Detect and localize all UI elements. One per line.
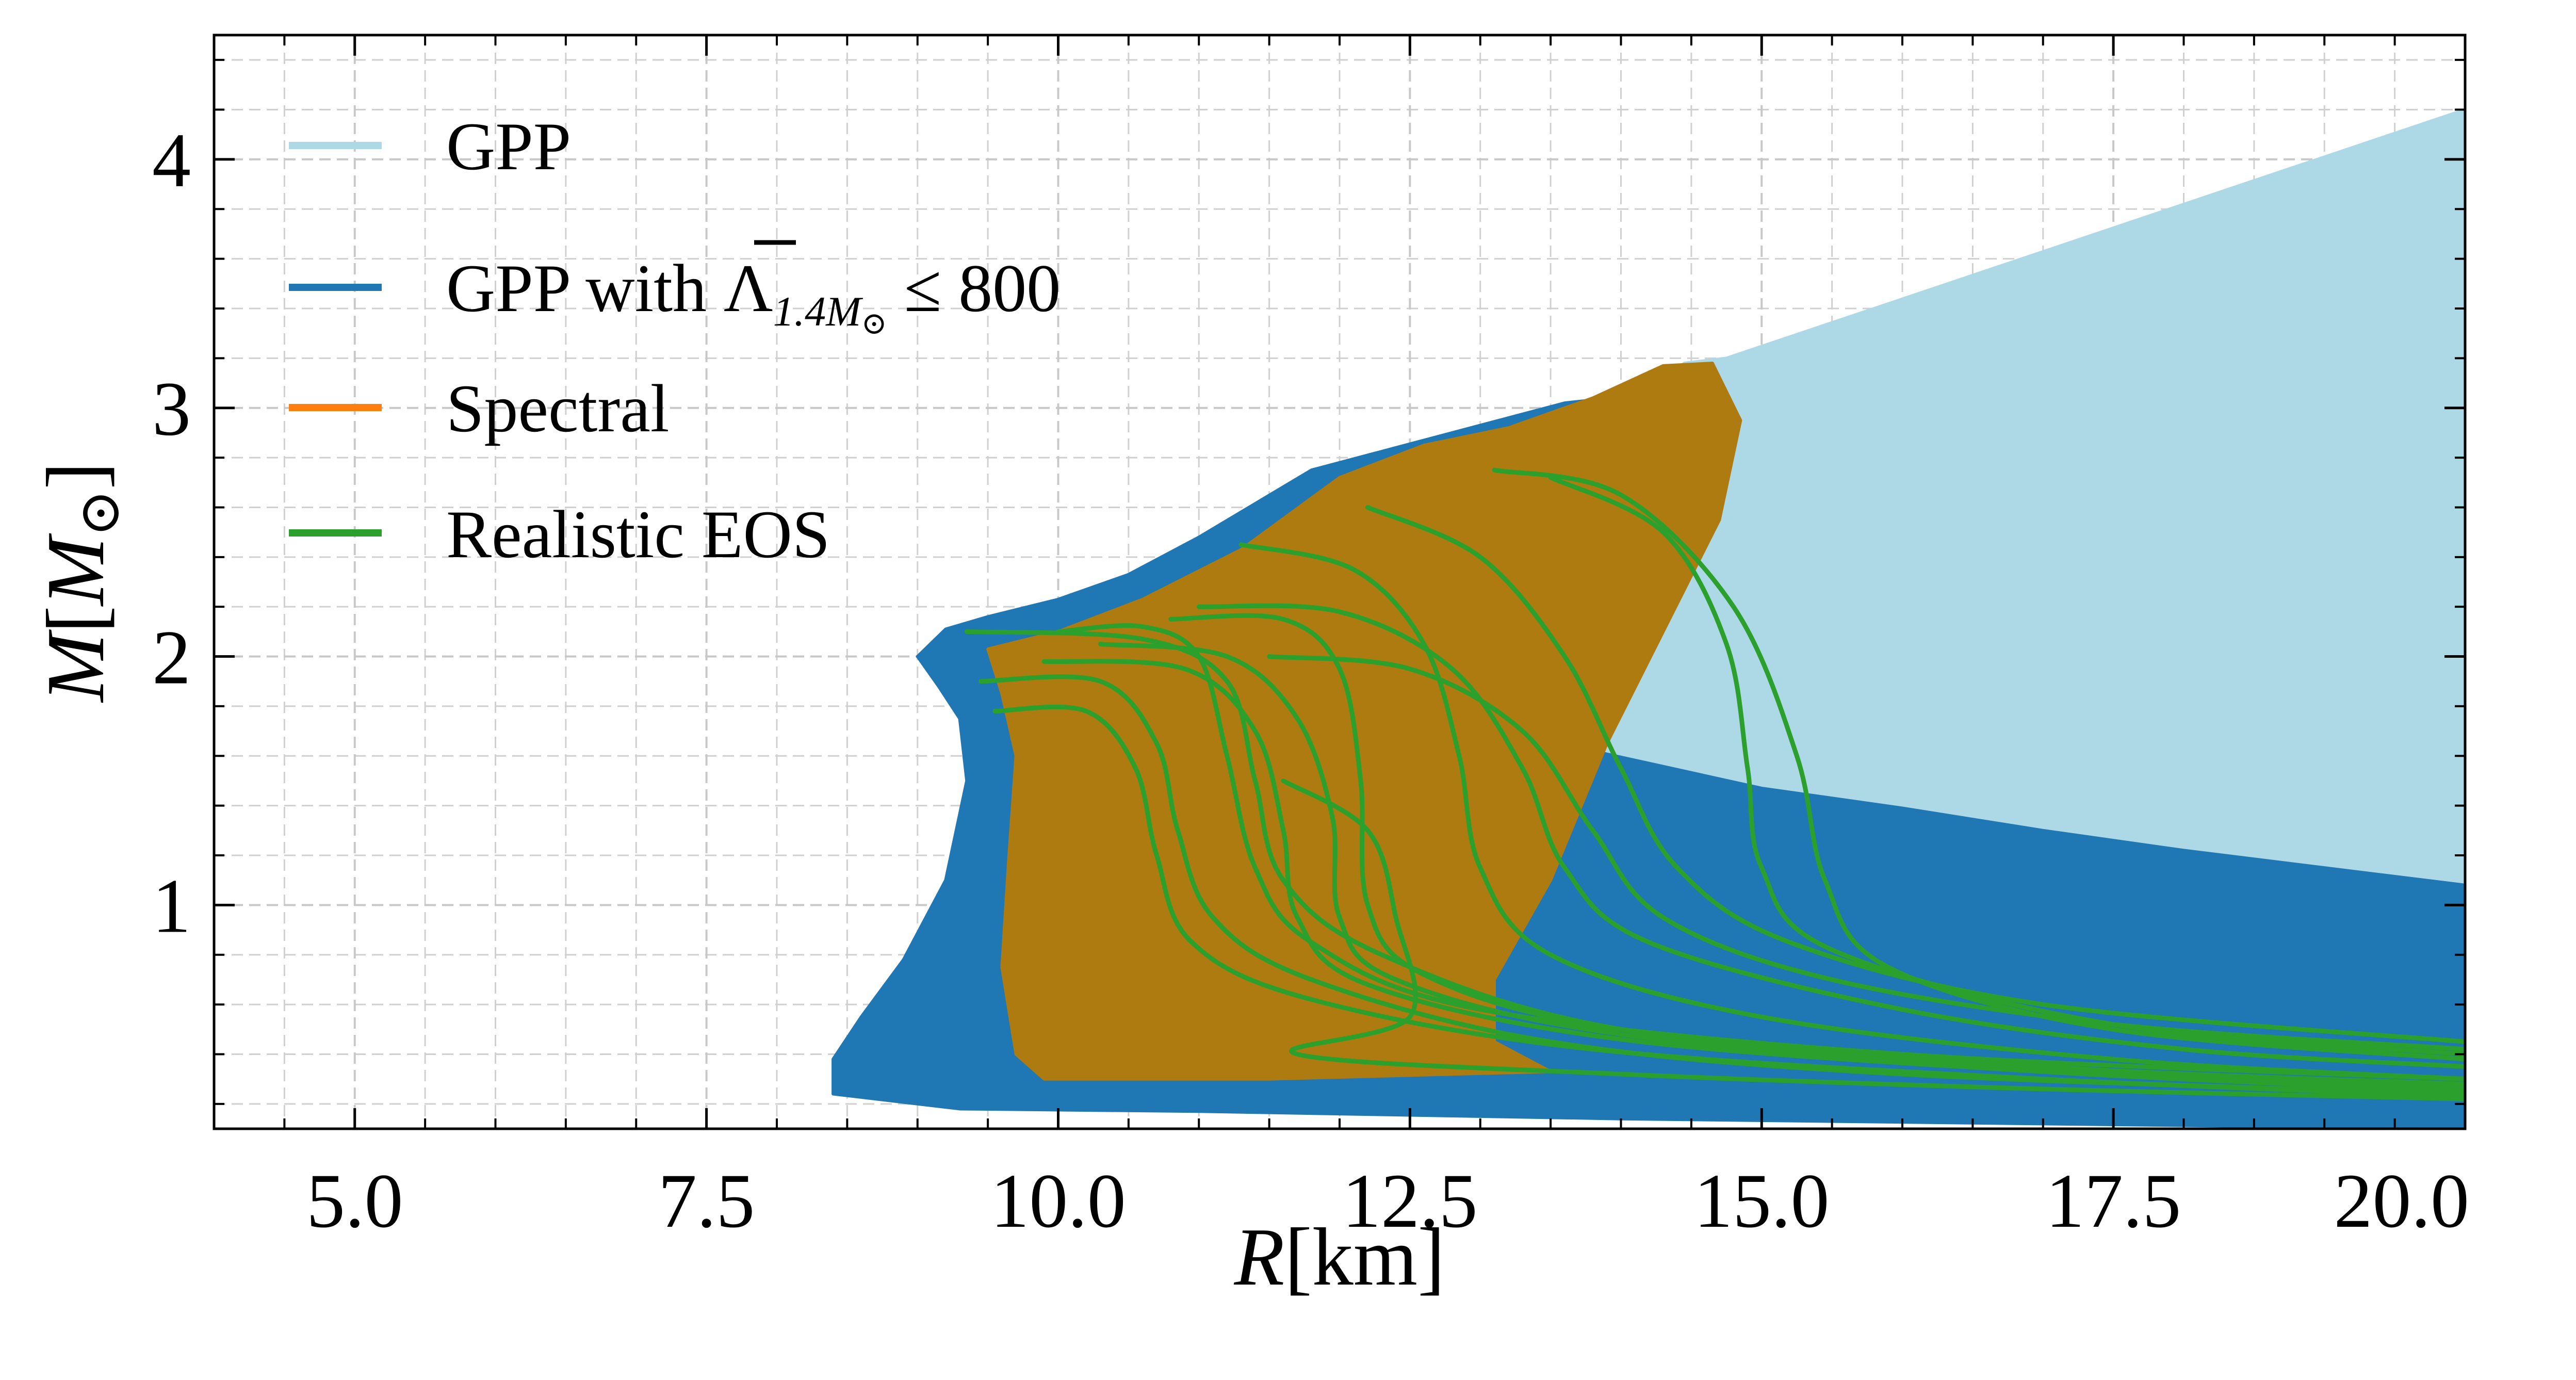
eos-curve-5 <box>1168 613 2465 1089</box>
legend-label-gpp: GPP <box>446 108 571 184</box>
eos-curve-14 <box>1281 778 2465 1101</box>
legend: GPP GPP with Λ1.4M⊙ ≤ 800 Spectral Reali… <box>289 108 1061 572</box>
curves-layer <box>964 467 2465 1101</box>
legend-entry-gpp-lambda: GPP with Λ1.4M⊙ ≤ 800 <box>289 240 1061 340</box>
y-tick-label-4: 4 <box>152 118 191 203</box>
legend-entry-spectral: Spectral <box>289 370 669 446</box>
eos-curve-3 <box>992 704 2465 1099</box>
eos-curve-7 <box>1196 603 2465 1069</box>
legend-label-spectral: Spectral <box>446 370 669 446</box>
eos-curve-10 <box>1492 467 2465 1062</box>
band-2 <box>986 362 1742 1081</box>
y-tick-label-2: 2 <box>152 615 191 701</box>
x-tick-label-17.5: 17.5 <box>2046 1158 2181 1244</box>
tick-labels-layer: 5.0 7.5 10.0 12.5 15.0 17.5 20.0 1 2 3 4 <box>152 118 2469 1244</box>
x-tick-label-15.0: 15.0 <box>1694 1158 1830 1244</box>
legend-label-gpp-lambda: GPP with Λ1.4M⊙ ≤ 800 <box>446 250 1061 340</box>
x-tick-label-10.0: 10.0 <box>990 1158 1126 1244</box>
eos-curve-11 <box>1548 475 2465 1057</box>
legend-entry-gpp: GPP <box>289 108 571 184</box>
x-tick-label-20.0: 20.0 <box>2334 1158 2470 1244</box>
eos-curve-4 <box>1056 623 2465 1082</box>
x-axis-label: R[km] <box>1234 1211 1445 1303</box>
legend-entry-realistic-eos: Realistic EOS <box>289 496 830 572</box>
bands-layer <box>832 108 2465 1129</box>
x-tick-label-7.5: 7.5 <box>658 1158 755 1244</box>
eos-curve-12 <box>1098 641 2465 1092</box>
x-tick-label-5.0: 5.0 <box>306 1158 403 1244</box>
eos-curve-9 <box>1365 505 2465 1044</box>
eos-curve-13 <box>1041 659 2465 1094</box>
ticks-layer <box>214 35 2467 1129</box>
legend-label-realistic-eos: Realistic EOS <box>446 496 830 572</box>
x-tick-label-12.5: 12.5 <box>1342 1158 1478 1244</box>
eos-curve-6 <box>1238 542 2465 1082</box>
y-tick-label-3: 3 <box>152 366 191 452</box>
y-axis-label: M[M⊙] <box>29 462 131 703</box>
y-tick-label-1: 1 <box>152 863 191 949</box>
